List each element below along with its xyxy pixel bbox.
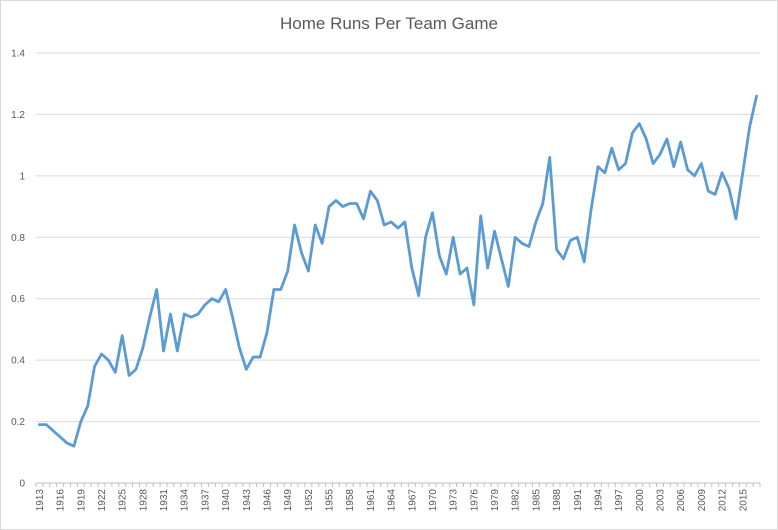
y-tick-label: 0.6	[11, 294, 25, 305]
x-tick-label: 1952	[304, 489, 315, 512]
y-tick-label: 1.4	[11, 49, 25, 60]
x-tick-label: 1931	[159, 489, 170, 512]
x-tick-label: 1955	[325, 489, 336, 512]
x-tick-label: 1928	[138, 489, 149, 512]
x-tick-label: 1958	[345, 489, 356, 512]
x-tick-label: 1970	[428, 489, 439, 512]
x-tick-label: 2012	[718, 489, 729, 512]
x-tick-label: 1922	[97, 489, 108, 512]
x-tick-label: 2009	[697, 489, 708, 512]
x-tick-label: 1991	[573, 489, 584, 512]
x-tick-label: 2000	[635, 489, 646, 512]
chart-title: Home Runs Per Team Game	[280, 14, 498, 33]
x-tick-label: 1961	[366, 489, 377, 512]
y-tick-label: 1.2	[11, 110, 25, 121]
y-tick-label: 0.2	[11, 417, 25, 428]
y-tick-label: 1	[19, 171, 25, 182]
y-tick-label: 0.8	[11, 233, 25, 244]
x-tick-label: 1919	[76, 489, 87, 512]
x-tick-label: 1940	[221, 489, 232, 512]
x-tick-label: 1913	[35, 489, 46, 512]
x-tick-label: 1949	[283, 489, 294, 512]
x-tick-label: 2015	[738, 489, 749, 512]
x-tick-label: 1973	[449, 489, 460, 512]
x-tick-label: 1982	[511, 489, 522, 512]
x-tick-label: 2006	[676, 489, 687, 512]
x-tick-label: 1967	[407, 489, 418, 512]
x-tick-label: 1934	[180, 489, 191, 512]
y-tick-label: 0.4	[11, 356, 25, 367]
x-tick-label: 1916	[56, 489, 67, 512]
x-tick-label: 1943	[242, 489, 253, 512]
x-tick-label: 2003	[656, 489, 667, 512]
x-tick-label: 1994	[593, 489, 604, 512]
x-tick-label: 1988	[552, 489, 563, 512]
x-tick-label: 1946	[262, 489, 273, 512]
x-tick-label: 1985	[531, 489, 542, 512]
y-tick-label: 0	[19, 479, 25, 490]
x-tick-label: 1964	[387, 489, 398, 512]
x-tick-label: 1937	[200, 489, 211, 512]
x-tick-label: 1979	[490, 489, 501, 512]
x-tick-label: 1976	[469, 489, 480, 512]
x-tick-label: 1925	[118, 489, 129, 512]
series-line	[38, 94, 758, 448]
x-tick-label: 1997	[614, 489, 625, 512]
